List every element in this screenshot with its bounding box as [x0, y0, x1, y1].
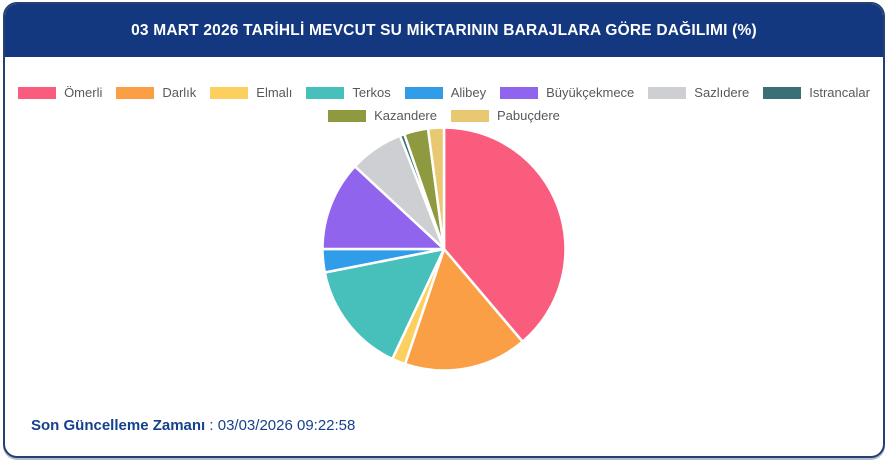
legend-label: Terkos	[352, 85, 391, 100]
legend-item-darlık[interactable]: Darlık	[116, 85, 196, 100]
pie-chart[interactable]	[320, 125, 568, 373]
legend-swatch	[116, 86, 155, 99]
legend-swatch	[648, 86, 687, 99]
pie-slice-pabuçdere[interactable]	[426, 126, 446, 251]
legend-label: Darlık	[162, 85, 197, 100]
legend-swatch	[18, 86, 57, 99]
legend-item-kazandere[interactable]: Kazandere	[328, 108, 437, 123]
legend-item-büyükçekmece[interactable]: Büyükçekmece	[500, 85, 634, 100]
legend-swatch	[306, 86, 345, 99]
pie-chart-area	[5, 125, 883, 373]
chart-title-bar: 03 MART 2026 TARİHLİ MEVCUT SU MİKTARINI…	[5, 4, 883, 57]
legend-label: Sazlıdere	[694, 85, 750, 100]
legend-label: Kazandere	[374, 108, 437, 123]
legend-row-1: Ömerli Darlık Elmalı Terkos Alibey Büyükçekme…	[18, 85, 870, 100]
pie-slice-terkos[interactable]	[323, 247, 446, 361]
legend-label: Ömerli	[64, 85, 103, 100]
last-update-value: 03/03/2026 09:22:58	[217, 417, 356, 434]
pie-slice-ömerli[interactable]	[442, 126, 567, 343]
legend-item-ömerli[interactable]: Ömerli	[18, 85, 102, 100]
legend-swatch	[328, 109, 367, 122]
last-update-label: Son Güncelleme Zamanı	[31, 417, 206, 434]
legend-label: Pabuçdere	[497, 108, 560, 123]
legend-label: Alibey	[450, 85, 487, 100]
legend-item-terkos[interactable]: Terkos	[306, 85, 391, 100]
legend-swatch	[500, 86, 539, 99]
legend-label: Büyükçekmece	[546, 85, 635, 100]
legend-swatch	[404, 86, 443, 99]
legend-swatch	[210, 86, 249, 99]
legend-item-alibey[interactable]: Alibey	[404, 85, 487, 100]
legend-label: Elmalı	[256, 85, 293, 100]
legend-item-istrancalar[interactable]: Istrancalar	[763, 85, 870, 100]
water-distribution-card: 03 MART 2026 TARİHLİ MEVCUT SU MİKTARINI…	[3, 2, 885, 458]
chart-title: 03 MART 2026 TARİHLİ MEVCUT SU MİKTARINI…	[131, 21, 757, 39]
chart-legend: Ömerli Darlık Elmalı Terkos Alibey Büyükçekme…	[5, 85, 883, 123]
legend-item-pabuçdere[interactable]: Pabuçdere	[451, 108, 560, 123]
last-update-separator: :	[205, 417, 218, 434]
legend-label: Istrancalar	[809, 85, 870, 100]
legend-item-sazlıdere[interactable]: Sazlıdere	[648, 85, 749, 100]
legend-swatch	[763, 86, 802, 99]
legend-item-elmalı[interactable]: Elmalı	[210, 85, 292, 100]
legend-row-2: Kazandere Pabuçdere	[328, 108, 560, 123]
last-update: Son Güncelleme Zamanı : 03/03/2026 09:22…	[5, 417, 883, 456]
legend-swatch	[451, 109, 489, 122]
pie-slice-büyükçekmece[interactable]	[321, 165, 446, 251]
